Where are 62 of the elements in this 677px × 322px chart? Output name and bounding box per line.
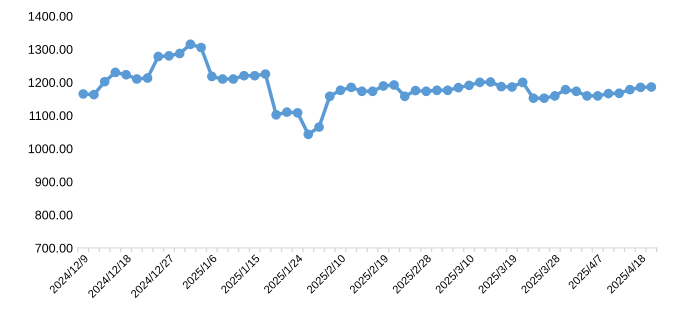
y-tick-label: 1200.00 [28,78,73,87]
point [614,88,624,98]
y-tick-label: 900.00 [35,178,73,186]
point [410,86,420,96]
point [421,86,432,96]
y-tick-label: 800.00 [35,210,73,220]
point [196,42,206,52]
point [378,81,388,91]
point [228,74,238,84]
point [604,88,614,98]
point [582,91,592,101]
point [442,85,453,96]
point [206,72,217,82]
point [646,82,656,92]
point [474,77,485,88]
point [282,107,292,118]
point [486,77,496,87]
point [560,84,570,94]
point [186,39,196,50]
point [100,76,110,87]
y-tick-label: 1000.00 [28,144,73,154]
point [528,93,538,104]
point [496,82,506,92]
point [174,48,185,58]
y-tick-label: 700.00 [35,244,73,253]
point [518,77,528,88]
point [121,70,131,80]
point [218,74,228,84]
point [164,50,174,61]
point [314,122,324,132]
point [324,91,335,102]
point [400,91,410,102]
point [78,89,88,99]
point [389,80,399,90]
point [539,93,549,104]
y-tick-label: 1100.00 [30,111,73,120]
point [303,129,314,140]
y-tick-label: 1300.00 [28,45,73,54]
point [550,91,560,101]
point [346,82,356,92]
point [250,70,260,81]
point [292,108,302,118]
point [357,86,367,96]
point [636,82,646,92]
point [239,70,249,81]
point [89,90,99,100]
y-tick-label: 1400.00 [28,12,73,21]
point [153,52,164,62]
point [432,85,442,96]
point [142,73,152,83]
point [132,74,142,84]
point [110,68,120,78]
point [368,86,378,96]
point [571,86,582,96]
point [507,82,517,92]
point [271,110,282,120]
point [454,82,464,92]
point [464,80,474,90]
point [336,85,346,96]
point [625,84,635,94]
point [592,91,603,101]
point [260,69,270,79]
